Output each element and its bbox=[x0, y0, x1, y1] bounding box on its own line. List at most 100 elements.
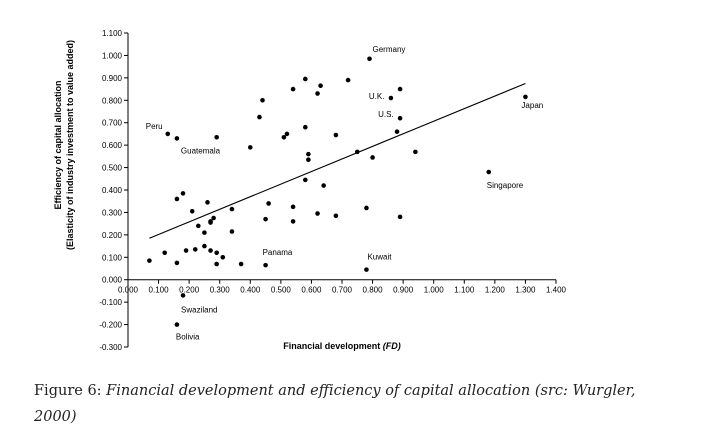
data-point bbox=[192, 247, 198, 252]
data-point bbox=[281, 134, 287, 140]
data-point bbox=[208, 220, 213, 225]
x-tick-label: 0.500 bbox=[271, 286, 292, 295]
x-tick-label: 1.400 bbox=[546, 286, 567, 295]
data-point bbox=[205, 200, 210, 205]
data-point bbox=[247, 145, 253, 150]
data-point bbox=[364, 205, 369, 211]
y-tick-label: 0.600 bbox=[102, 141, 123, 150]
point-label: Peru bbox=[146, 122, 163, 131]
data-point bbox=[214, 134, 219, 140]
data-point bbox=[174, 136, 180, 141]
data-point bbox=[345, 77, 351, 83]
data-point bbox=[394, 129, 400, 134]
data-point bbox=[260, 97, 265, 103]
data-point bbox=[214, 261, 219, 267]
point-label: Bolivia bbox=[176, 333, 200, 342]
data-point bbox=[180, 191, 186, 196]
y-tick-label: 1.000 bbox=[102, 51, 123, 60]
data-point bbox=[315, 211, 320, 216]
data-point bbox=[486, 169, 492, 175]
y-tick-label: 0.700 bbox=[102, 119, 123, 128]
data-point bbox=[333, 132, 339, 138]
x-tick-label: 1.300 bbox=[515, 286, 536, 295]
point-label: Panama bbox=[263, 248, 293, 257]
data-point bbox=[290, 204, 296, 210]
data-points bbox=[147, 56, 528, 327]
trendline bbox=[149, 82, 526, 239]
data-point bbox=[290, 219, 296, 224]
y-axis-title-line2: (Elasticity of industry investment to va… bbox=[65, 40, 75, 250]
data-point bbox=[208, 248, 213, 253]
point-label: Germany bbox=[373, 45, 406, 54]
y-tick-label: -0.100 bbox=[99, 298, 122, 307]
y-axis: -0.300 -0.200 -0.100 0.000 0.100 0.200 0.300 0.… bbox=[99, 29, 129, 352]
x-tick-label: 0.100 bbox=[149, 286, 170, 295]
y-tick-label: 0.400 bbox=[102, 186, 123, 195]
data-point bbox=[165, 131, 171, 137]
data-point bbox=[303, 177, 308, 183]
data-point bbox=[303, 76, 308, 82]
data-point bbox=[214, 250, 219, 256]
data-point bbox=[290, 86, 296, 92]
y-tick-label: 0.000 bbox=[102, 276, 123, 285]
y-tick-label: -0.300 bbox=[99, 343, 122, 352]
figure-label: Figure 6: bbox=[34, 383, 102, 399]
data-point bbox=[211, 215, 216, 221]
point-label: Swaziland bbox=[181, 305, 217, 314]
data-point bbox=[321, 183, 326, 188]
data-point bbox=[238, 261, 244, 267]
figure-caption: Figure 6: Financial development and effi… bbox=[34, 378, 674, 430]
x-axis-title-text: Financial development bbox=[283, 341, 380, 351]
scatter-chart: -0.300 -0.200 -0.100 0.000 0.100 0.200 0.300 0.… bbox=[53, 29, 567, 352]
data-point bbox=[354, 149, 360, 155]
data-point bbox=[174, 322, 180, 327]
data-point bbox=[180, 293, 186, 298]
x-axis-title: Financial development (FD) bbox=[283, 341, 401, 351]
data-point bbox=[189, 209, 195, 214]
data-point bbox=[333, 213, 339, 219]
data-point bbox=[318, 83, 323, 89]
y-axis-title-sub: (Elasticity of industry investment to va… bbox=[65, 40, 75, 250]
trendline-group bbox=[149, 82, 526, 239]
y-tick-label: 0.200 bbox=[102, 231, 123, 240]
data-point bbox=[367, 56, 372, 62]
data-point bbox=[263, 262, 268, 268]
data-point bbox=[397, 214, 403, 220]
y-tick-label: 0.300 bbox=[102, 208, 123, 217]
data-point bbox=[202, 230, 207, 235]
data-point bbox=[315, 91, 320, 96]
data-point bbox=[303, 124, 308, 130]
data-point bbox=[162, 250, 167, 256]
point-label: Singapore bbox=[487, 181, 524, 190]
y-tick-label: -0.200 bbox=[99, 321, 122, 330]
data-point bbox=[523, 94, 528, 100]
data-point bbox=[388, 95, 394, 101]
x-tick-label: 0.800 bbox=[363, 286, 384, 295]
x-axis-title-var: (FD) bbox=[383, 341, 401, 351]
x-tick-label: 0.200 bbox=[179, 286, 200, 295]
data-point bbox=[263, 216, 268, 222]
data-point bbox=[196, 223, 201, 229]
x-tick-label: 0.900 bbox=[393, 286, 414, 295]
y-axis-title: Efficiency of capital allocation bbox=[53, 80, 63, 209]
x-tick-label: 1.200 bbox=[485, 286, 506, 295]
data-point bbox=[413, 149, 418, 155]
point-label: Kuwait bbox=[367, 253, 392, 262]
data-point bbox=[284, 131, 290, 137]
data-point bbox=[220, 254, 226, 260]
point-label: Guatemala bbox=[181, 146, 221, 155]
x-tick-label: 1.100 bbox=[454, 286, 475, 295]
data-point bbox=[364, 267, 369, 272]
point-labels: Germany Japan U.K. U.S. Peru Guatemala Singapo… bbox=[146, 45, 543, 342]
data-point bbox=[147, 258, 152, 263]
point-label: Japan bbox=[521, 101, 543, 110]
x-tick-label: 0.400 bbox=[240, 286, 261, 295]
data-point bbox=[306, 157, 311, 163]
data-point bbox=[229, 229, 235, 234]
x-tick-label: 0.600 bbox=[301, 286, 322, 295]
x-tick-label: 0.300 bbox=[210, 286, 231, 295]
data-point bbox=[370, 155, 375, 160]
data-point bbox=[257, 114, 262, 120]
data-point bbox=[183, 248, 189, 253]
data-point bbox=[397, 86, 403, 92]
